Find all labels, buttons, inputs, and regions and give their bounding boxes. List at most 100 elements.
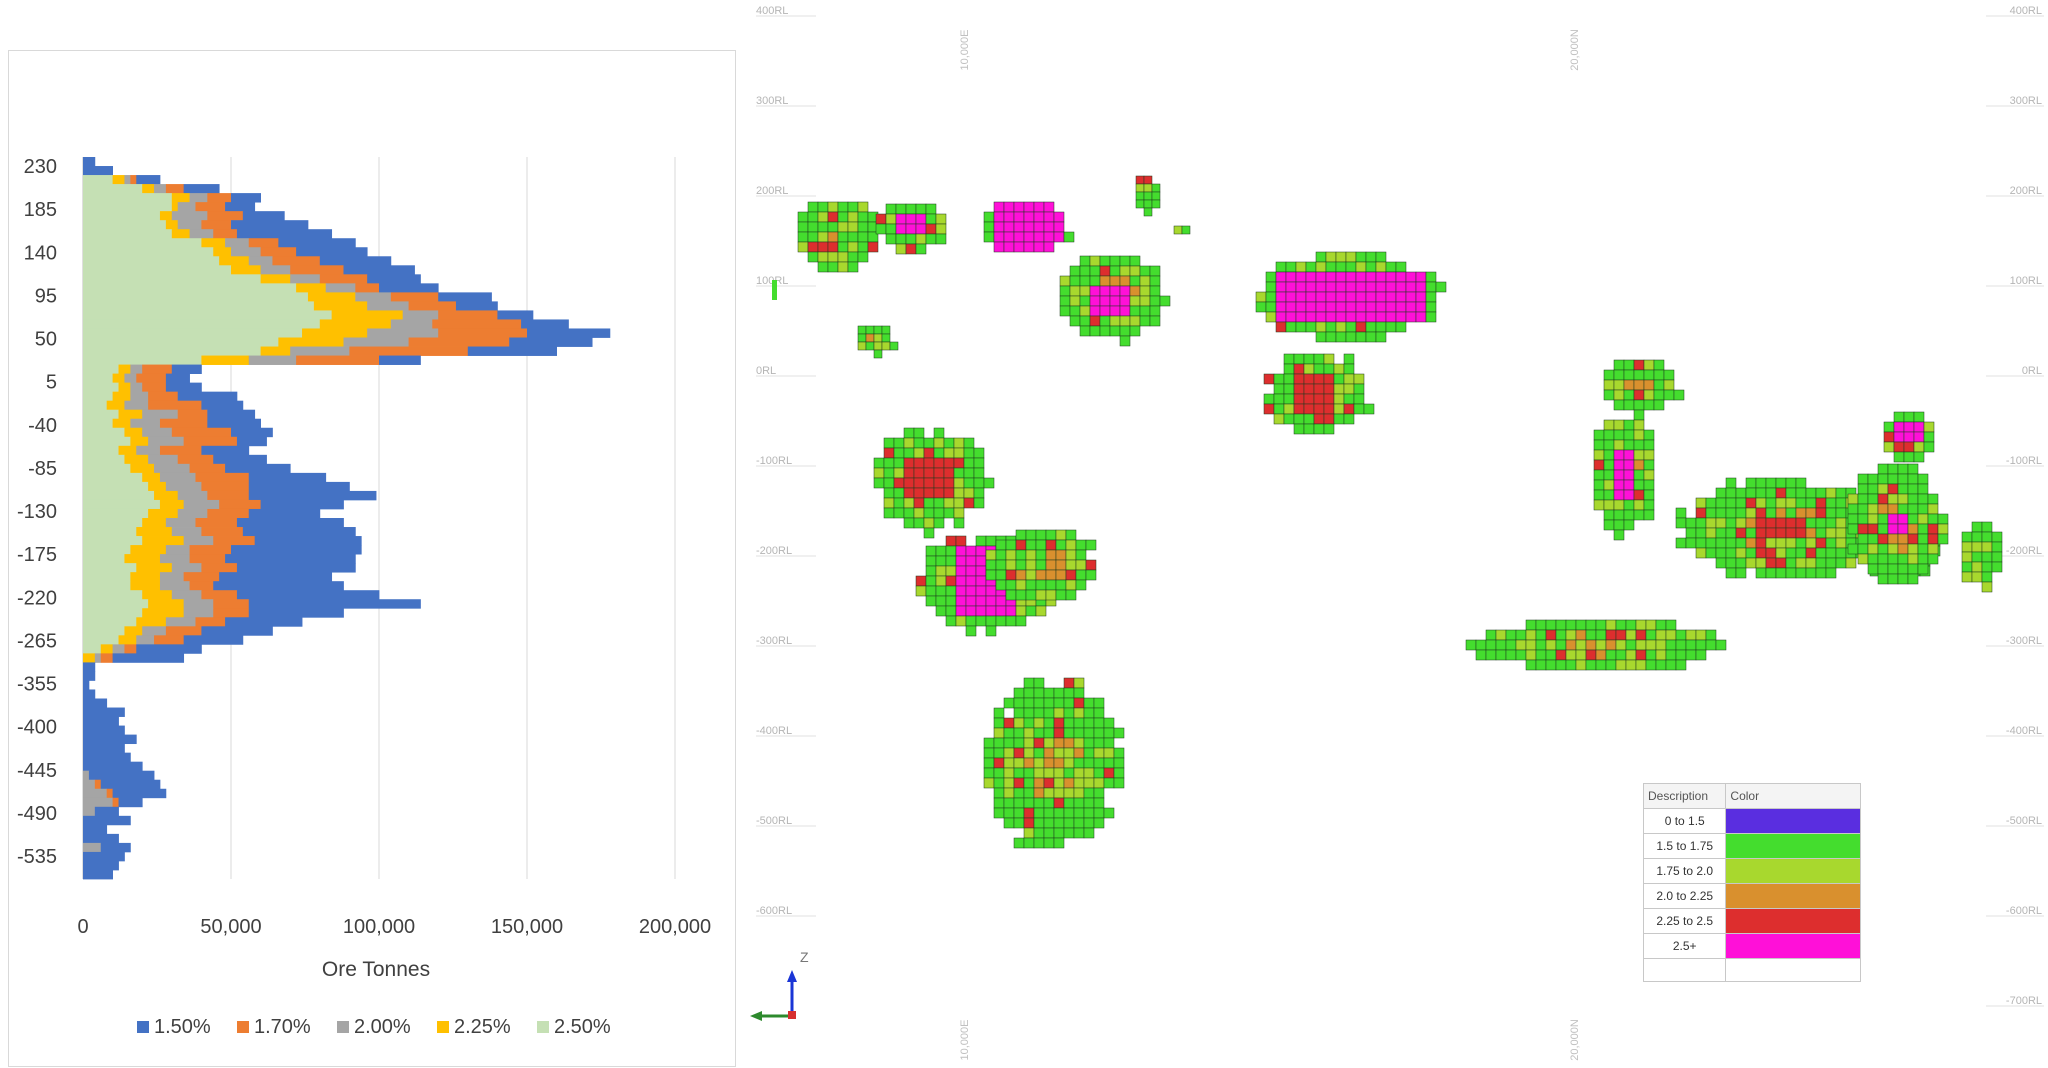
block-cell xyxy=(1565,639,1577,651)
legend-color-swatch xyxy=(1725,833,1861,859)
bar-segment-1-70pct xyxy=(106,788,113,799)
block-cell xyxy=(1023,201,1035,213)
block-cell xyxy=(1315,261,1327,273)
bar-segment-2-50pct xyxy=(83,527,137,537)
block-cell xyxy=(1093,767,1105,779)
bar-segment-1-70pct xyxy=(438,310,498,320)
block-cell xyxy=(1129,285,1141,297)
block-cell xyxy=(865,325,875,335)
block-cell xyxy=(933,467,945,479)
x-tick-label: 150,000 xyxy=(491,916,563,938)
x-axis-title: Ore Tonnes xyxy=(322,958,430,981)
block-cell xyxy=(1785,477,1797,489)
bar-segment-1-50pct xyxy=(248,472,327,483)
block-cell xyxy=(1961,551,1973,563)
block-cell xyxy=(1073,697,1085,709)
block-cell xyxy=(1255,301,1267,313)
block-cell xyxy=(1725,567,1737,579)
block-cell xyxy=(1335,301,1347,313)
block-cell xyxy=(1623,489,1635,501)
block-cell xyxy=(1053,777,1065,789)
block-cell xyxy=(1785,527,1797,539)
block-cell xyxy=(1099,325,1111,337)
block-cell xyxy=(1603,519,1615,531)
bar-segment-2-25pct xyxy=(112,373,125,384)
block-cell xyxy=(1315,251,1327,263)
block-cell xyxy=(1063,807,1075,819)
block-cell xyxy=(1103,767,1115,779)
bar-segment-1-50pct xyxy=(83,157,96,167)
block-cell xyxy=(983,211,995,223)
bar-segment-1-50pct xyxy=(254,536,362,546)
block-cell xyxy=(1003,717,1015,729)
block-cell xyxy=(1575,629,1587,641)
block-cell xyxy=(973,477,985,489)
axis-triad-icon: Z xyxy=(750,949,809,1021)
bar-segment-1-50pct xyxy=(242,527,356,537)
chart-bars xyxy=(83,157,611,880)
block-cell xyxy=(857,241,869,253)
block-cell xyxy=(903,497,915,509)
block-cell xyxy=(1795,537,1807,549)
block-cell xyxy=(955,565,967,577)
block-cell xyxy=(1877,513,1889,525)
block-cell xyxy=(1655,659,1667,671)
block-cell xyxy=(943,457,955,469)
block-cell xyxy=(1005,549,1017,561)
block-cell xyxy=(1345,261,1357,273)
block-cell xyxy=(895,213,907,225)
bar-segment-2-25pct xyxy=(154,490,179,501)
block-cell xyxy=(1323,423,1335,435)
bar-segment-1-50pct xyxy=(83,869,113,880)
block-cell xyxy=(1585,629,1597,641)
block-cell xyxy=(1005,615,1017,627)
block-cell xyxy=(993,231,1005,243)
block-cell xyxy=(1333,363,1345,375)
block-cell xyxy=(1897,563,1909,575)
bar-segment-1-70pct xyxy=(219,499,261,510)
ore-body-7 xyxy=(1263,353,1375,435)
block-cell xyxy=(965,615,977,627)
bar-segment-1-50pct xyxy=(83,824,108,835)
block-cell xyxy=(1555,629,1567,641)
block-cell xyxy=(1615,619,1627,631)
block-cell xyxy=(1415,281,1427,293)
block-cell xyxy=(1083,797,1095,809)
bar-segment-2-00pct xyxy=(355,292,392,302)
rl-label: -500RL xyxy=(756,815,792,827)
bar-segment-1-50pct xyxy=(213,581,344,591)
block-cell xyxy=(1023,717,1035,729)
block-cell xyxy=(1293,413,1305,425)
block-cell xyxy=(1615,639,1627,651)
bar-segment-2-00pct xyxy=(248,355,297,365)
bar-segment-1-50pct xyxy=(219,572,333,582)
bar-segment-2-00pct xyxy=(83,842,102,853)
bar-segment-1-50pct xyxy=(83,671,96,681)
block-cell xyxy=(1345,301,1357,313)
block-cell xyxy=(1857,513,1869,525)
block-cell xyxy=(1113,767,1125,779)
block-cell xyxy=(985,535,997,547)
block-cell xyxy=(1887,463,1899,475)
block-cell xyxy=(1961,571,1973,583)
block-cell xyxy=(1835,527,1847,539)
block-cell xyxy=(1745,487,1757,499)
block-cell xyxy=(1815,507,1827,519)
block-cell xyxy=(1893,421,1905,433)
block-cell xyxy=(1815,527,1827,539)
block-cell xyxy=(1981,541,1993,553)
block-cell xyxy=(1053,231,1065,243)
block-cell xyxy=(1113,747,1125,759)
block-cell xyxy=(1415,291,1427,303)
bar-segment-2-25pct xyxy=(100,644,113,654)
block-cell xyxy=(1139,305,1151,317)
legend-label: 1.50% xyxy=(154,1016,211,1038)
bar-segment-1-70pct xyxy=(148,391,179,402)
bar-segment-2-25pct xyxy=(148,599,185,609)
block-cell xyxy=(1325,271,1337,283)
block-cell xyxy=(1867,503,1879,515)
block-cell xyxy=(905,223,917,235)
block-cell xyxy=(1705,517,1717,529)
block-cell xyxy=(883,467,895,479)
block-cell xyxy=(1023,707,1035,719)
